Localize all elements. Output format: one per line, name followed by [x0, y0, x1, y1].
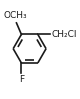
Text: F: F: [19, 75, 24, 84]
Text: CH₂Cl: CH₂Cl: [52, 30, 77, 39]
Text: OCH₃: OCH₃: [4, 11, 27, 20]
